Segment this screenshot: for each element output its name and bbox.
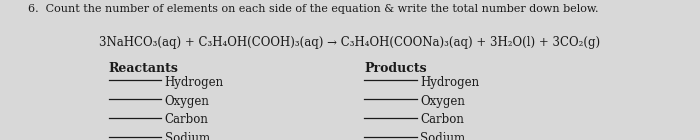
Text: Sodium: Sodium	[164, 132, 209, 140]
Text: Reactants: Reactants	[108, 62, 178, 75]
Text: Hydrogen: Hydrogen	[164, 76, 223, 89]
Text: Sodium: Sodium	[420, 132, 465, 140]
Text: Hydrogen: Hydrogen	[420, 76, 479, 89]
Text: Carbon: Carbon	[420, 113, 464, 126]
Text: Oxygen: Oxygen	[420, 94, 465, 108]
Text: Oxygen: Oxygen	[164, 94, 209, 108]
Text: Products: Products	[364, 62, 426, 75]
Text: 6.  Count the number of elements on each side of the equation & write the total : 6. Count the number of elements on each …	[28, 4, 598, 14]
Text: 3NaHCO₃(aq) + C₃H₄OH(COOH)₃(aq) → C₃H₄OH(COONa)₃(aq) + 3H₂O(l) + 3CO₂(g): 3NaHCO₃(aq) + C₃H₄OH(COOH)₃(aq) → C₃H₄OH…	[99, 36, 601, 49]
Text: Carbon: Carbon	[164, 113, 209, 126]
